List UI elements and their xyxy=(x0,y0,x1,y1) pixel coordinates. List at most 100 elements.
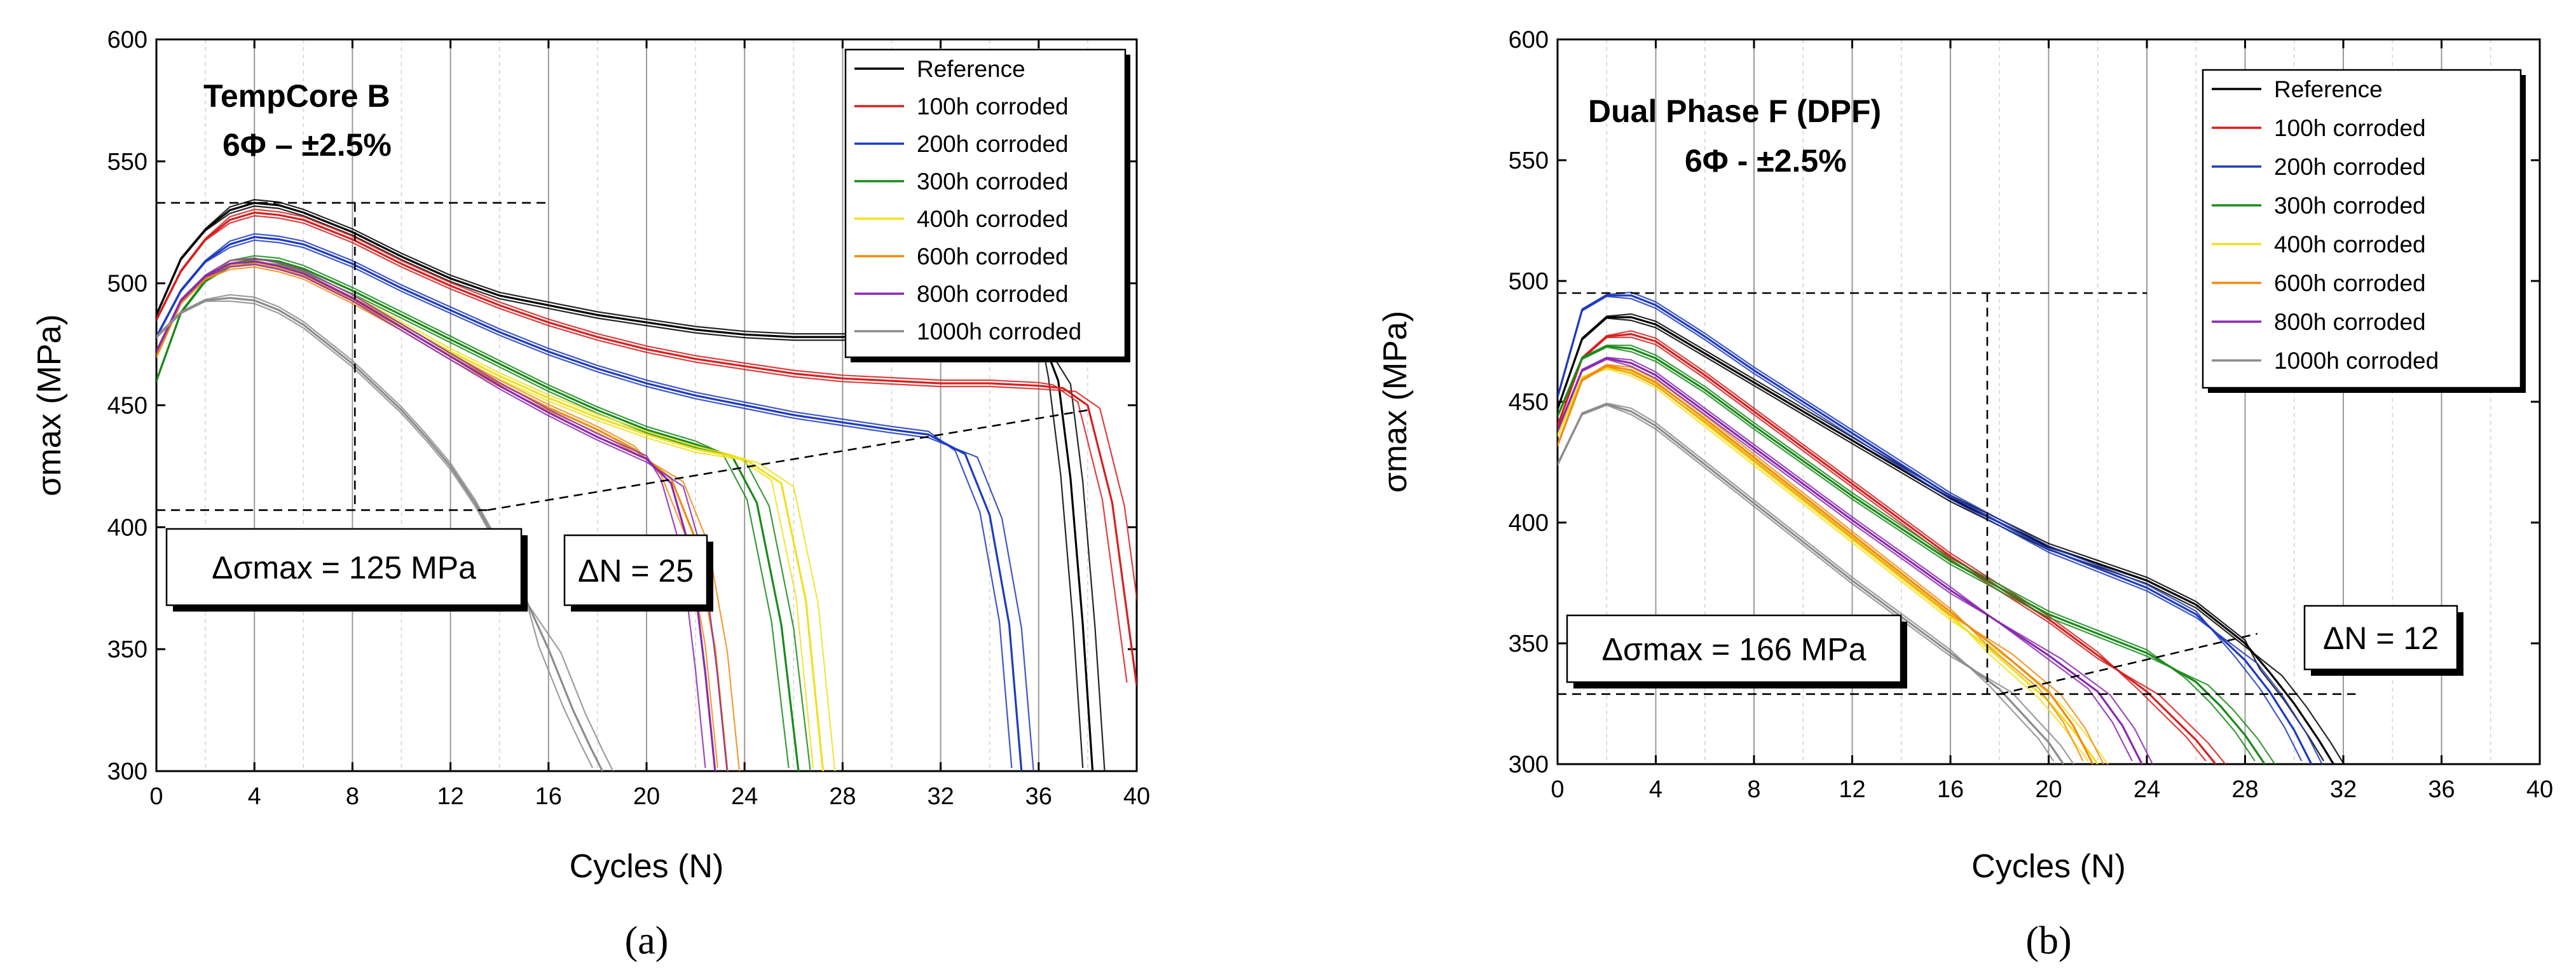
series-line-200h-corroded xyxy=(1558,291,2303,762)
chart-subtitle: 6Φ - ±2.5% xyxy=(1685,143,1847,179)
legend-entry: 800h corroded xyxy=(917,281,1069,307)
x-tick-label: 4 xyxy=(1649,776,1662,803)
x-tick-label: 4 xyxy=(248,783,261,810)
series-line-100h-corroded xyxy=(156,209,1128,683)
series-line-1000h-corroded xyxy=(156,300,614,771)
series-group xyxy=(156,199,1137,771)
delta-n-label: ΔN = 12 xyxy=(2323,620,2439,656)
series-line-600h-corroded xyxy=(1558,364,2084,762)
x-tick-label: 32 xyxy=(2330,776,2357,803)
x-tick-label: 8 xyxy=(346,783,359,810)
x-tick-label: 8 xyxy=(1747,776,1760,803)
series-line-800h-corroded xyxy=(1558,357,2143,764)
series-line-200h-corroded xyxy=(156,233,1013,769)
legend-entry: 200h corroded xyxy=(917,131,1069,157)
delta-n-label-box xyxy=(563,534,708,606)
series-line-100h-corroded xyxy=(156,211,1137,686)
y-tick-label: 600 xyxy=(1509,27,1549,53)
series-line-100h-corroded xyxy=(1558,336,2226,764)
legend-entry: 300h corroded xyxy=(2274,193,2426,219)
delta-sigma-label-box xyxy=(1566,614,1902,683)
series-line-600h-corroded xyxy=(156,263,729,771)
y-tick-label: 500 xyxy=(107,271,147,298)
series-group xyxy=(1558,291,2345,764)
x-tick-label: 20 xyxy=(2035,776,2062,803)
panel-label: (b) xyxy=(2025,919,2071,962)
x-axis-label: Cycles (N) xyxy=(570,848,724,885)
series-line-100h-corroded xyxy=(1558,332,2217,764)
y-tick-label: 300 xyxy=(107,758,147,785)
y-tick-label: 550 xyxy=(1509,147,1549,174)
legend-entry: 1000h corroded xyxy=(2274,348,2439,374)
y-tick-label: 450 xyxy=(1509,389,1549,416)
panel-b: 0 4 8 12 16 20 24 28 32 36 40 300 350 400 450 500 550 600… xyxy=(1377,27,2553,962)
delta-sigma-label: Δσmax = 166 MPa xyxy=(1602,632,1867,668)
series-line-400h-corroded xyxy=(156,260,825,771)
legend-entry: 300h corroded xyxy=(917,168,1069,195)
x-tick-label: 12 xyxy=(437,783,463,810)
y-tick-label: 600 xyxy=(107,27,147,53)
series-line-600h-corroded xyxy=(1558,364,2094,764)
series-line-1000h-corroded xyxy=(1558,403,2065,764)
x-tick-label: 12 xyxy=(1839,776,1865,803)
series-line-200h-corroded xyxy=(1558,296,2323,764)
series-line-800h-corroded xyxy=(1558,358,2154,764)
y-tick-label: 350 xyxy=(1509,631,1549,657)
legend-entry: 800h corroded xyxy=(2274,309,2426,335)
legend-entry: Reference xyxy=(917,56,1025,82)
x-tick-label: 20 xyxy=(633,783,660,810)
delta-n-label: ΔN = 25 xyxy=(578,553,694,589)
series-line-400h-corroded xyxy=(1558,367,2099,764)
series-line-1000h-corroded xyxy=(156,297,604,771)
legend-box xyxy=(844,48,1127,359)
series-line-1000h-corroded xyxy=(1558,402,2055,762)
x-tick-label: 16 xyxy=(535,783,562,810)
y-tick-label: 300 xyxy=(1509,751,1549,778)
delta-sigma-label: Δσmax = 125 MPa xyxy=(212,550,476,585)
series-line-800h-corroded xyxy=(156,260,716,771)
x-tick-label: 32 xyxy=(927,783,954,810)
series-line-reference xyxy=(1558,317,2345,764)
chart-subtitle: 6Φ – ±2.5% xyxy=(223,127,392,163)
x-tick-label: 24 xyxy=(731,783,758,810)
x-tick-label: 0 xyxy=(149,783,163,810)
y-tick-label: 350 xyxy=(107,636,147,663)
series-line-200h-corroded xyxy=(156,236,1023,771)
x-tick-label: 16 xyxy=(1937,776,1964,803)
y-axis-label: σmax (MPa) xyxy=(31,314,68,496)
y-axis-label: σmax (MPa) xyxy=(1377,311,1414,493)
legend-entry: 100h corroded xyxy=(917,93,1069,120)
delta-n-line xyxy=(1999,633,2258,695)
legend-entry: 400h corroded xyxy=(917,206,1069,232)
series-line-1000h-corroded xyxy=(1558,404,2074,764)
legend-entry: 600h corroded xyxy=(917,243,1069,270)
x-tick-label: 24 xyxy=(2134,776,2160,803)
panel-a: 0 4 8 12 16 20 24 28 32 36 40 300 350 400 450 500 550 600… xyxy=(31,27,1150,962)
legend-box xyxy=(2202,69,2522,389)
legend-entry: Reference xyxy=(2274,76,2383,102)
x-tick-label: 36 xyxy=(1025,783,1052,810)
series-line-600h-corroded xyxy=(156,259,718,769)
series-line-200h-corroded xyxy=(1558,294,2313,764)
y-tick-label: 450 xyxy=(107,393,147,420)
series-line-300h-corroded xyxy=(1558,344,2256,762)
series-line-1000h-corroded xyxy=(156,294,594,769)
series-line-200h-corroded xyxy=(156,239,1034,771)
y-tick-label: 550 xyxy=(107,149,147,175)
legend-entry: 1000h corroded xyxy=(917,318,1081,345)
panel-label: (a) xyxy=(625,919,669,962)
y-tick-label: 400 xyxy=(1509,510,1549,537)
x-tick-label: 40 xyxy=(2526,776,2553,803)
x-tick-label: 40 xyxy=(1123,783,1150,810)
series-line-800h-corroded xyxy=(1558,356,2133,762)
delta-n-line xyxy=(487,409,1088,511)
x-tick-label: 0 xyxy=(1551,776,1564,803)
delta-sigma-label-box xyxy=(165,528,523,606)
legend-entry: 400h corroded xyxy=(2274,231,2426,257)
y-tick-label: 500 xyxy=(1509,268,1549,295)
series-line-800h-corroded xyxy=(156,257,706,769)
legend-entry: 600h corroded xyxy=(2274,270,2426,296)
chart-title: TempCore B xyxy=(203,78,390,114)
series-line-100h-corroded xyxy=(156,215,1137,603)
